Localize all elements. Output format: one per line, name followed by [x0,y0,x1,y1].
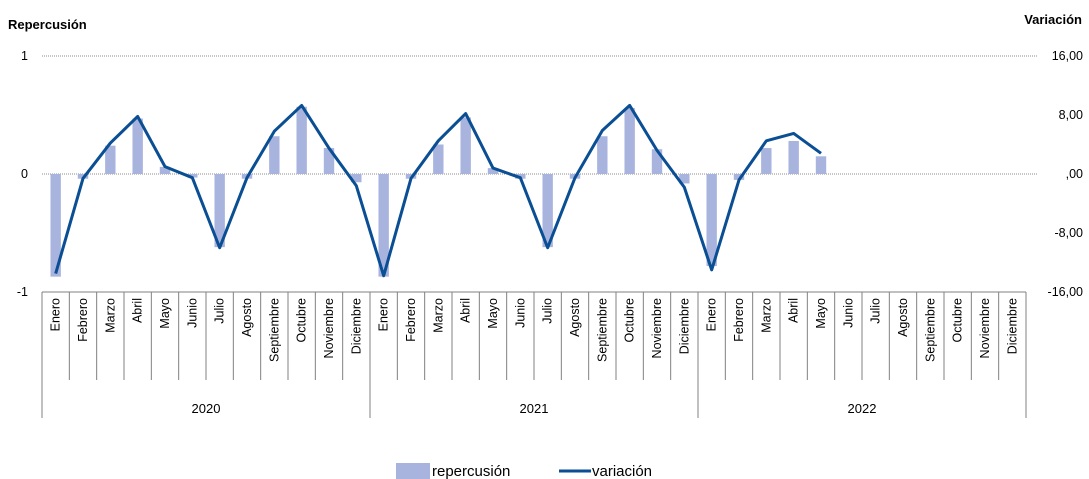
bar [815,156,827,174]
bar [597,136,608,174]
category-axis: Enero Febrero Marzo Abril Mayo Junio Julio Agos… [41,291,1027,418]
month-label: Marzo [759,298,773,333]
month-label: Septiembre [595,298,609,362]
bar [351,174,362,183]
month-label: Enero [377,298,391,331]
bar [105,145,116,174]
month-label: Junio [841,298,855,328]
month-label: Marzo [431,298,445,333]
right-axis-ticks: 16,00 8,00 ,00 -8,00 -16,00 [1048,49,1084,299]
year-label: 2021 [520,401,549,416]
left-axis-ticks: 1 0 -1 [17,49,28,299]
right-axis-title: Variación [1024,12,1082,27]
month-label: Diciembre [677,298,691,354]
bar [624,107,635,174]
month-label: Enero [705,298,719,331]
month-label: Mayo [814,298,828,329]
month-label: Septiembre [267,298,281,362]
bar [487,168,499,174]
month-label: Junio [513,298,527,328]
legend-label-repercusion: repercusión [432,463,510,479]
bar [187,174,198,178]
bar [214,174,225,248]
bar [706,174,717,267]
month-label: Agosto [568,298,582,337]
bar [50,174,61,277]
month-label: Octubre [623,298,637,343]
month-label: Abril [459,298,473,323]
right-tick-label: ,00 [1066,167,1083,181]
month-label: Febrero [404,298,418,342]
bar [460,117,471,174]
bar [159,166,171,174]
bar [679,174,690,184]
month-label: Abril [787,298,801,323]
left-tick-label: 0 [21,167,28,181]
line-series [54,103,822,278]
bar [269,136,280,174]
month-label: Diciembre [349,298,363,354]
bar [296,106,307,174]
month-label: Noviembre [978,298,992,358]
month-label: Noviembre [650,298,664,358]
bar [651,149,663,174]
month-label: Agosto [240,298,254,337]
month-label: Enero [49,298,63,331]
right-tick-label: -8,00 [1055,226,1084,240]
right-tick-label: -16,00 [1048,285,1083,299]
bar [542,174,553,248]
right-tick-label: 8,00 [1059,108,1083,122]
month-label: Mayo [486,298,500,329]
month-label: Octubre [295,298,309,343]
month-label: Septiembre [923,298,937,362]
bar [132,118,143,174]
month-label: Agosto [896,298,910,337]
left-tick-label: -1 [17,285,28,299]
month-label: Mayo [158,298,172,329]
bar [788,140,799,174]
month-label: Abril [131,298,145,323]
year-label: 2020 [192,401,221,416]
month-label: Noviembre [322,298,336,358]
month-label: Octubre [951,298,965,343]
bar [433,144,444,174]
month-label: Marzo [103,298,117,333]
month-label: Febrero [732,298,746,342]
legend-label-variacion: variación [592,463,652,479]
bar-series [50,106,827,277]
series-line-variacion [54,103,822,278]
left-tick-label: 1 [21,49,28,63]
bar [323,148,335,174]
month-label: Junio [185,298,199,328]
gridlines [42,55,1038,175]
legend-swatch-repercusion [396,463,430,479]
month-label: Julio [869,298,883,324]
right-tick-label: 16,00 [1052,49,1083,63]
bar [378,174,389,277]
month-label: Febrero [76,298,90,342]
month-label: Julio [213,298,227,324]
legend: repercusión variación [396,463,652,479]
bar [761,148,772,174]
month-label: Julio [541,298,555,324]
left-axis-title: Repercusión [8,17,87,32]
month-label: Diciembre [1005,298,1019,354]
year-label: 2022 [848,401,877,416]
bar [733,174,745,180]
